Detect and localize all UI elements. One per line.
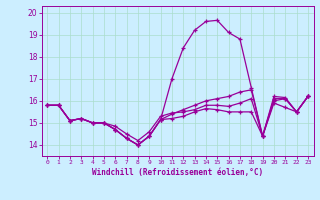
X-axis label: Windchill (Refroidissement éolien,°C): Windchill (Refroidissement éolien,°C) xyxy=(92,168,263,177)
